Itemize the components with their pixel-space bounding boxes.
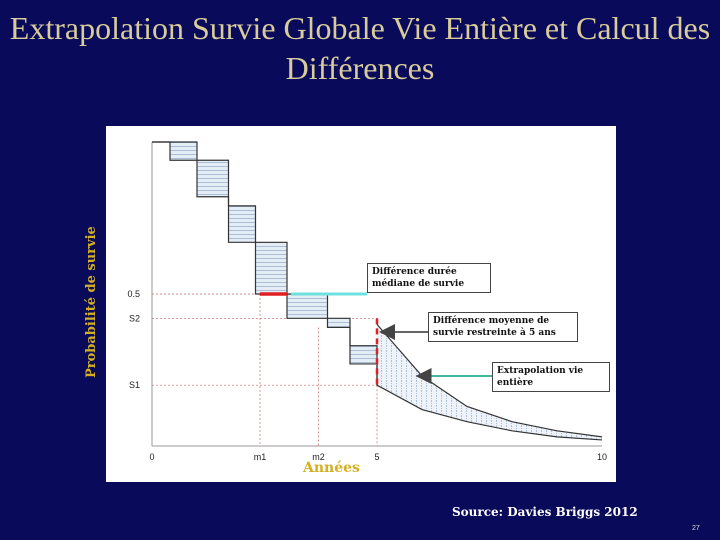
slide-title: Extrapolation Survie Globale Vie Entière… bbox=[9, 10, 711, 86]
lifetime-extrapolation-callout: Extrapolation vie entière bbox=[492, 362, 610, 392]
x-axis-label: Années bbox=[303, 460, 360, 476]
y-axis-label: Probabilité de survie bbox=[84, 226, 99, 378]
survival-step-curve-lower bbox=[152, 141, 378, 386]
median-difference-callout: Différence durée médiane de survie bbox=[367, 263, 491, 293]
x-tick-label: 5 bbox=[374, 452, 379, 462]
restricted-mean-area bbox=[152, 142, 377, 386]
x-tick-label: 0 bbox=[149, 452, 154, 462]
x-tick-label: 10 bbox=[597, 452, 607, 462]
y-tick-label: S1 bbox=[129, 380, 140, 390]
extrapolation-curve-upper bbox=[376, 324, 603, 438]
extrapolation-curve-lower bbox=[376, 384, 603, 441]
x-tick-label: m1 bbox=[254, 452, 267, 462]
survival-chart: 0 m1 m2 5 10 0.5 S2 S1 Différence durée médiane… bbox=[106, 126, 616, 482]
survival-step-curve-upper bbox=[152, 141, 378, 386]
lifetime-extrapolation-area bbox=[377, 324, 602, 440]
y-tick-label: 0.5 bbox=[127, 289, 140, 299]
restricted-mean-difference-callout: Différence moyenne de survie restreinte … bbox=[428, 312, 578, 342]
page-number: 27 bbox=[692, 525, 700, 532]
x-tick-label: m2 bbox=[312, 452, 325, 462]
survival-chart-svg: 0 m1 m2 5 10 0.5 S2 S1 bbox=[127, 141, 607, 462]
y-tick-label: S2 bbox=[129, 313, 140, 323]
source-citation: Source: Davies Briggs 2012 bbox=[452, 505, 638, 519]
